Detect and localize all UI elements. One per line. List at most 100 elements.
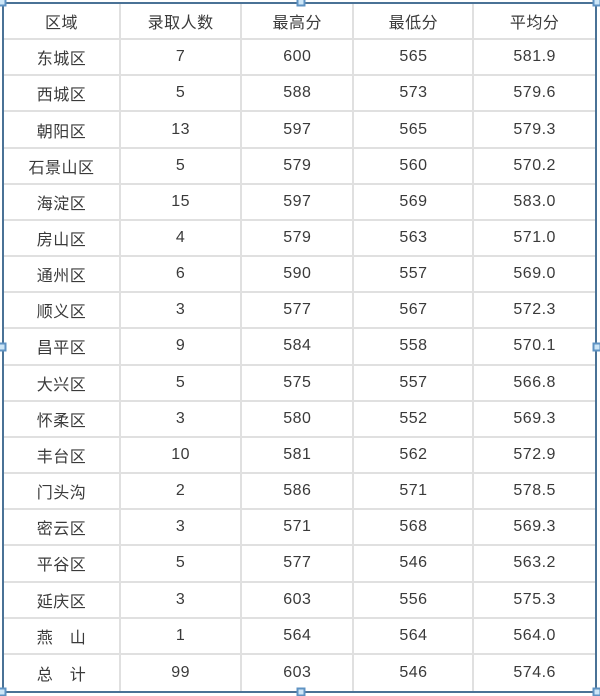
table-cell[interactable]: 570.1 — [474, 329, 595, 366]
table-cell[interactable]: 558 — [354, 329, 475, 366]
table-cell[interactable]: 584 — [242, 329, 355, 366]
table-cell[interactable]: 581 — [242, 437, 355, 475]
table-cell[interactable]: 569 — [354, 184, 475, 221]
table-cell[interactable]: 西城区 — [4, 76, 122, 113]
table-cell[interactable]: 朝阳区 — [4, 112, 122, 149]
table-cell[interactable]: 573 — [354, 76, 475, 113]
table-cell[interactable]: 15 — [121, 184, 243, 221]
table-cell[interactable]: 5 — [121, 546, 243, 583]
selection-handle-top-left[interactable] — [0, 0, 7, 7]
table-cell[interactable]: 4 — [121, 220, 243, 258]
table-cell[interactable]: 大兴区 — [4, 365, 122, 402]
selection-handle-bottom-left[interactable] — [0, 687, 7, 696]
selection-handle-top-center[interactable] — [296, 0, 306, 7]
table-cell[interactable]: 通州区 — [4, 257, 122, 294]
table-cell[interactable]: 563 — [354, 220, 475, 258]
table-cell[interactable]: 546 — [354, 546, 475, 583]
table-cell[interactable]: 583.0 — [474, 184, 595, 221]
table-cell[interactable]: 5 — [121, 365, 243, 402]
table-cell[interactable]: 579 — [242, 148, 355, 185]
selection-handle-bottom-center[interactable] — [296, 687, 306, 696]
table-cell[interactable]: 565 — [354, 40, 475, 77]
header-cell[interactable]: 最高分 — [242, 4, 355, 41]
table-cell[interactable]: 557 — [354, 257, 475, 294]
table-cell[interactable]: 顺义区 — [4, 293, 122, 330]
table-cell[interactable]: 579.3 — [474, 112, 595, 149]
table-cell[interactable]: 579 — [242, 220, 355, 258]
table-cell[interactable]: 6 — [121, 257, 243, 294]
table-cell[interactable]: 13 — [121, 112, 243, 149]
table-cell[interactable]: 3 — [121, 582, 243, 619]
table-cell[interactable]: 572.9 — [474, 437, 595, 475]
table-cell[interactable]: 588 — [242, 76, 355, 113]
table-cell[interactable]: 7 — [121, 40, 243, 77]
table-cell[interactable]: 575 — [242, 365, 355, 402]
table-cell[interactable]: 海淀区 — [4, 184, 122, 221]
table-cell[interactable]: 578.5 — [474, 474, 595, 511]
header-cell[interactable]: 区域 — [4, 4, 122, 41]
table-cell[interactable]: 平谷区 — [4, 546, 122, 583]
table-cell[interactable]: 546 — [354, 654, 475, 691]
table-cell[interactable]: 600 — [242, 40, 355, 77]
table-cell[interactable]: 571 — [242, 510, 355, 547]
table-cell[interactable]: 延庆区 — [4, 582, 122, 619]
selection-handle-middle-right[interactable] — [592, 342, 600, 352]
table-cell[interactable]: 575.3 — [474, 582, 595, 619]
table-cell[interactable]: 563.2 — [474, 546, 595, 583]
table-cell[interactable]: 572.3 — [474, 293, 595, 330]
table-cell[interactable]: 597 — [242, 184, 355, 221]
table-cell[interactable]: 552 — [354, 401, 475, 438]
table-cell[interactable]: 574.6 — [474, 654, 595, 691]
table-cell[interactable]: 3 — [121, 510, 243, 547]
table-cell[interactable]: 567 — [354, 293, 475, 330]
table-cell[interactable]: 门头沟 — [4, 474, 122, 511]
table-cell[interactable]: 房山区 — [4, 220, 122, 258]
table-cell[interactable]: 1 — [121, 618, 243, 655]
table-cell[interactable]: 603 — [242, 582, 355, 619]
table-cell[interactable]: 密云区 — [4, 510, 122, 547]
table-cell[interactable]: 5 — [121, 76, 243, 113]
table-cell[interactable]: 564 — [242, 618, 355, 655]
table-cell[interactable]: 总 计 — [4, 654, 122, 691]
header-cell[interactable]: 录取人数 — [121, 4, 243, 41]
table-cell[interactable]: 2 — [121, 474, 243, 511]
selection-handle-top-right[interactable] — [592, 0, 600, 7]
table-cell[interactable]: 昌平区 — [4, 329, 122, 366]
table-cell[interactable]: 5 — [121, 148, 243, 185]
table-cell[interactable]: 石景山区 — [4, 148, 122, 185]
table-cell[interactable]: 577 — [242, 546, 355, 583]
table-cell[interactable]: 3 — [121, 401, 243, 438]
table-cell[interactable]: 562 — [354, 437, 475, 475]
table-cell[interactable]: 564 — [354, 618, 475, 655]
table-cell[interactable]: 569.3 — [474, 510, 595, 547]
selection-handle-middle-left[interactable] — [0, 342, 7, 352]
table-cell[interactable]: 581.9 — [474, 40, 595, 77]
table-cell[interactable]: 577 — [242, 293, 355, 330]
table-cell[interactable]: 丰台区 — [4, 437, 122, 475]
table-cell[interactable]: 3 — [121, 293, 243, 330]
table-cell[interactable]: 568 — [354, 510, 475, 547]
table-cell[interactable]: 569.0 — [474, 257, 595, 294]
table-cell[interactable]: 10 — [121, 437, 243, 475]
table-cell[interactable]: 99 — [121, 654, 243, 691]
table-cell[interactable]: 556 — [354, 582, 475, 619]
table-cell[interactable]: 590 — [242, 257, 355, 294]
table-cell[interactable]: 566.8 — [474, 365, 595, 402]
table-cell[interactable]: 东城区 — [4, 40, 122, 77]
table-cell[interactable]: 569.3 — [474, 401, 595, 438]
table-cell[interactable]: 565 — [354, 112, 475, 149]
selection-handle-bottom-right[interactable] — [592, 687, 600, 696]
table-cell[interactable]: 571 — [354, 474, 475, 511]
table-cell[interactable]: 580 — [242, 401, 355, 438]
table-cell[interactable]: 560 — [354, 148, 475, 185]
table-cell[interactable]: 557 — [354, 365, 475, 402]
header-cell[interactable]: 平均分 — [474, 4, 595, 41]
table-cell[interactable]: 燕 山 — [4, 618, 122, 655]
table-cell[interactable]: 579.6 — [474, 76, 595, 113]
table-cell[interactable]: 570.2 — [474, 148, 595, 185]
table-cell[interactable]: 9 — [121, 329, 243, 366]
header-cell[interactable]: 最低分 — [354, 4, 475, 41]
table-cell[interactable]: 603 — [242, 654, 355, 691]
table-cell[interactable]: 564.0 — [474, 618, 595, 655]
